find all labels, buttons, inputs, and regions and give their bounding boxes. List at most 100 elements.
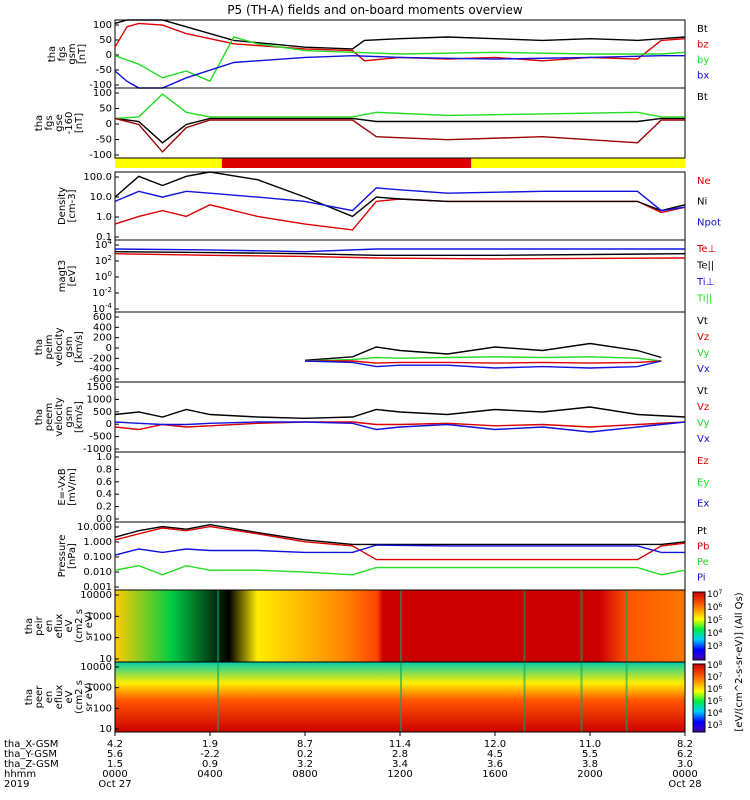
- y-axis-label: E=-VxB: [57, 468, 68, 505]
- y-tick-label: 1000: [87, 394, 112, 405]
- series-line-green: [114, 93, 685, 120]
- panel-frame: [114, 171, 686, 241]
- legend-entry: Ex: [697, 499, 709, 510]
- x-tick-label: 5.5: [582, 749, 598, 760]
- series-line-darkred: [114, 117, 685, 153]
- series-line-vx: [304, 360, 662, 369]
- panel-tha_peir_en_eflux: 10000 1000 100 10 tha peir en eflux eV (cm2 s sr e…: [24, 589, 686, 665]
- legend-entry: Ti||: [696, 294, 712, 305]
- panel-frame: [114, 381, 686, 453]
- y-tick-label: 10: [99, 654, 112, 665]
- colorbar-tick: 104: [707, 628, 722, 639]
- y-axis-label: -160: [64, 112, 75, 135]
- heatmap-streak: [217, 590, 220, 662]
- x-tick-label: 11.0: [579, 739, 601, 750]
- x-tick-label: 1.9: [202, 739, 218, 750]
- y-axis-label: tha: [24, 689, 35, 705]
- x-tick-label: 8.2: [677, 739, 693, 750]
- y-axis-label: peer: [34, 685, 45, 709]
- colorbar-tick: 106: [707, 684, 722, 695]
- legend-entry: Ez: [697, 456, 709, 467]
- panel-frame: [114, 311, 686, 383]
- y-axis-label: eV: [64, 619, 75, 632]
- y-axis-label: tha: [24, 618, 35, 634]
- series-line-pt: [114, 523, 686, 546]
- series-line-vx: [114, 421, 686, 433]
- y-tick-label: -100: [89, 80, 112, 91]
- y-axis-label: eflux: [54, 685, 65, 710]
- y-tick-label: 0.2: [96, 502, 112, 513]
- series-line-vt: [114, 406, 686, 420]
- x-tick-label: 0000: [102, 769, 127, 780]
- series-line-black: [114, 117, 685, 144]
- y-tick-label: 0.0: [96, 514, 112, 525]
- series-line-vy: [304, 356, 662, 362]
- legend-entry: Npot: [697, 217, 721, 228]
- y-axis-label: velocity: [54, 397, 65, 436]
- y-tick-label: 0.4: [96, 489, 112, 500]
- y-axis-label: Pressure: [57, 535, 68, 578]
- x-tick-label: 11.4: [389, 739, 411, 750]
- series-line-by: [114, 36, 686, 83]
- heatmap-streak: [580, 590, 583, 662]
- y-axis-label: velocity: [54, 327, 65, 366]
- legend-entry: Te||: [696, 261, 714, 272]
- y-tick-label: 1000: [87, 611, 112, 622]
- y-tick-label: 0.8: [96, 464, 112, 475]
- colorbar-tick: 105: [707, 615, 722, 626]
- legend-entry: Vt: [697, 386, 708, 397]
- legend-entry: Vx: [697, 364, 710, 375]
- legend-entry: Bt: [697, 24, 708, 35]
- x-tick-label: Oct 28: [668, 779, 701, 790]
- heatmap-streak: [625, 662, 628, 732]
- y-axis-label: [km/s]: [74, 331, 85, 363]
- legend-entry: Bt: [697, 92, 708, 103]
- x-tick-label: 8.7: [297, 739, 313, 750]
- x-row-label: tha_Z-GSM: [4, 759, 59, 770]
- colorbar-tick: 103: [707, 641, 722, 652]
- legend-entry: Ey: [697, 477, 709, 488]
- y-axis-label: tha: [34, 339, 45, 355]
- colorbar-tick: 104: [707, 708, 722, 719]
- y-tick-label: -1000: [83, 444, 112, 455]
- legend-entry: bz: [697, 40, 709, 51]
- panel-tha_peer_en_eflux: 10000 1000 100 10 tha peer en eflux eV (cm2 s sr e…: [24, 661, 686, 735]
- y-tick-label: -400: [89, 364, 112, 375]
- plot-title: P5 (TH-A) fields and on-board moments ov…: [227, 3, 523, 17]
- panel-frame: [114, 521, 686, 591]
- legend-entry: Vx: [697, 434, 710, 445]
- legend-entry: Ne: [697, 176, 711, 187]
- y-tick-label: 100: [93, 703, 112, 714]
- y-axis-label: Density: [57, 187, 68, 225]
- y-axis-label: en: [44, 691, 55, 704]
- y-axis-label: (cm2 s: [74, 680, 85, 714]
- y-tick-label: 0.1: [96, 232, 112, 243]
- legend-entry: Ti⊥: [696, 277, 714, 288]
- series-line-black: [114, 251, 686, 256]
- series-line-bz: [114, 22, 686, 62]
- series-line-te: [114, 253, 686, 260]
- x-tick-label: 4.5: [487, 749, 503, 760]
- x-tick-label: 12.0: [484, 739, 506, 750]
- y-tick-label: 100: [95, 270, 112, 283]
- legend-entry: Ni: [697, 197, 707, 208]
- y-axis-label: en: [44, 620, 55, 633]
- y-axis-label: eflux: [54, 614, 65, 639]
- y-tick-label: 0.010: [83, 567, 112, 578]
- y-tick-label: 600: [93, 312, 112, 323]
- y-tick-label: 200: [93, 333, 112, 344]
- panel-frame: [114, 239, 686, 313]
- y-tick-label: 1000: [87, 683, 112, 694]
- legend-entry: Pe: [697, 557, 709, 568]
- y-axis-label: [nT]: [74, 113, 85, 133]
- y-tick-label: 102: [95, 254, 112, 267]
- colorbar-tick: 105: [707, 696, 722, 707]
- y-tick-label: -200: [89, 353, 112, 364]
- legend-entry: bx: [697, 71, 709, 82]
- y-axis-label: tha: [47, 46, 58, 62]
- legend-entry: Pt: [697, 526, 707, 537]
- colorbar-upper: [692, 591, 706, 661]
- legend-entry: Pb: [697, 542, 709, 553]
- y-axis-label: gsm: [67, 43, 78, 64]
